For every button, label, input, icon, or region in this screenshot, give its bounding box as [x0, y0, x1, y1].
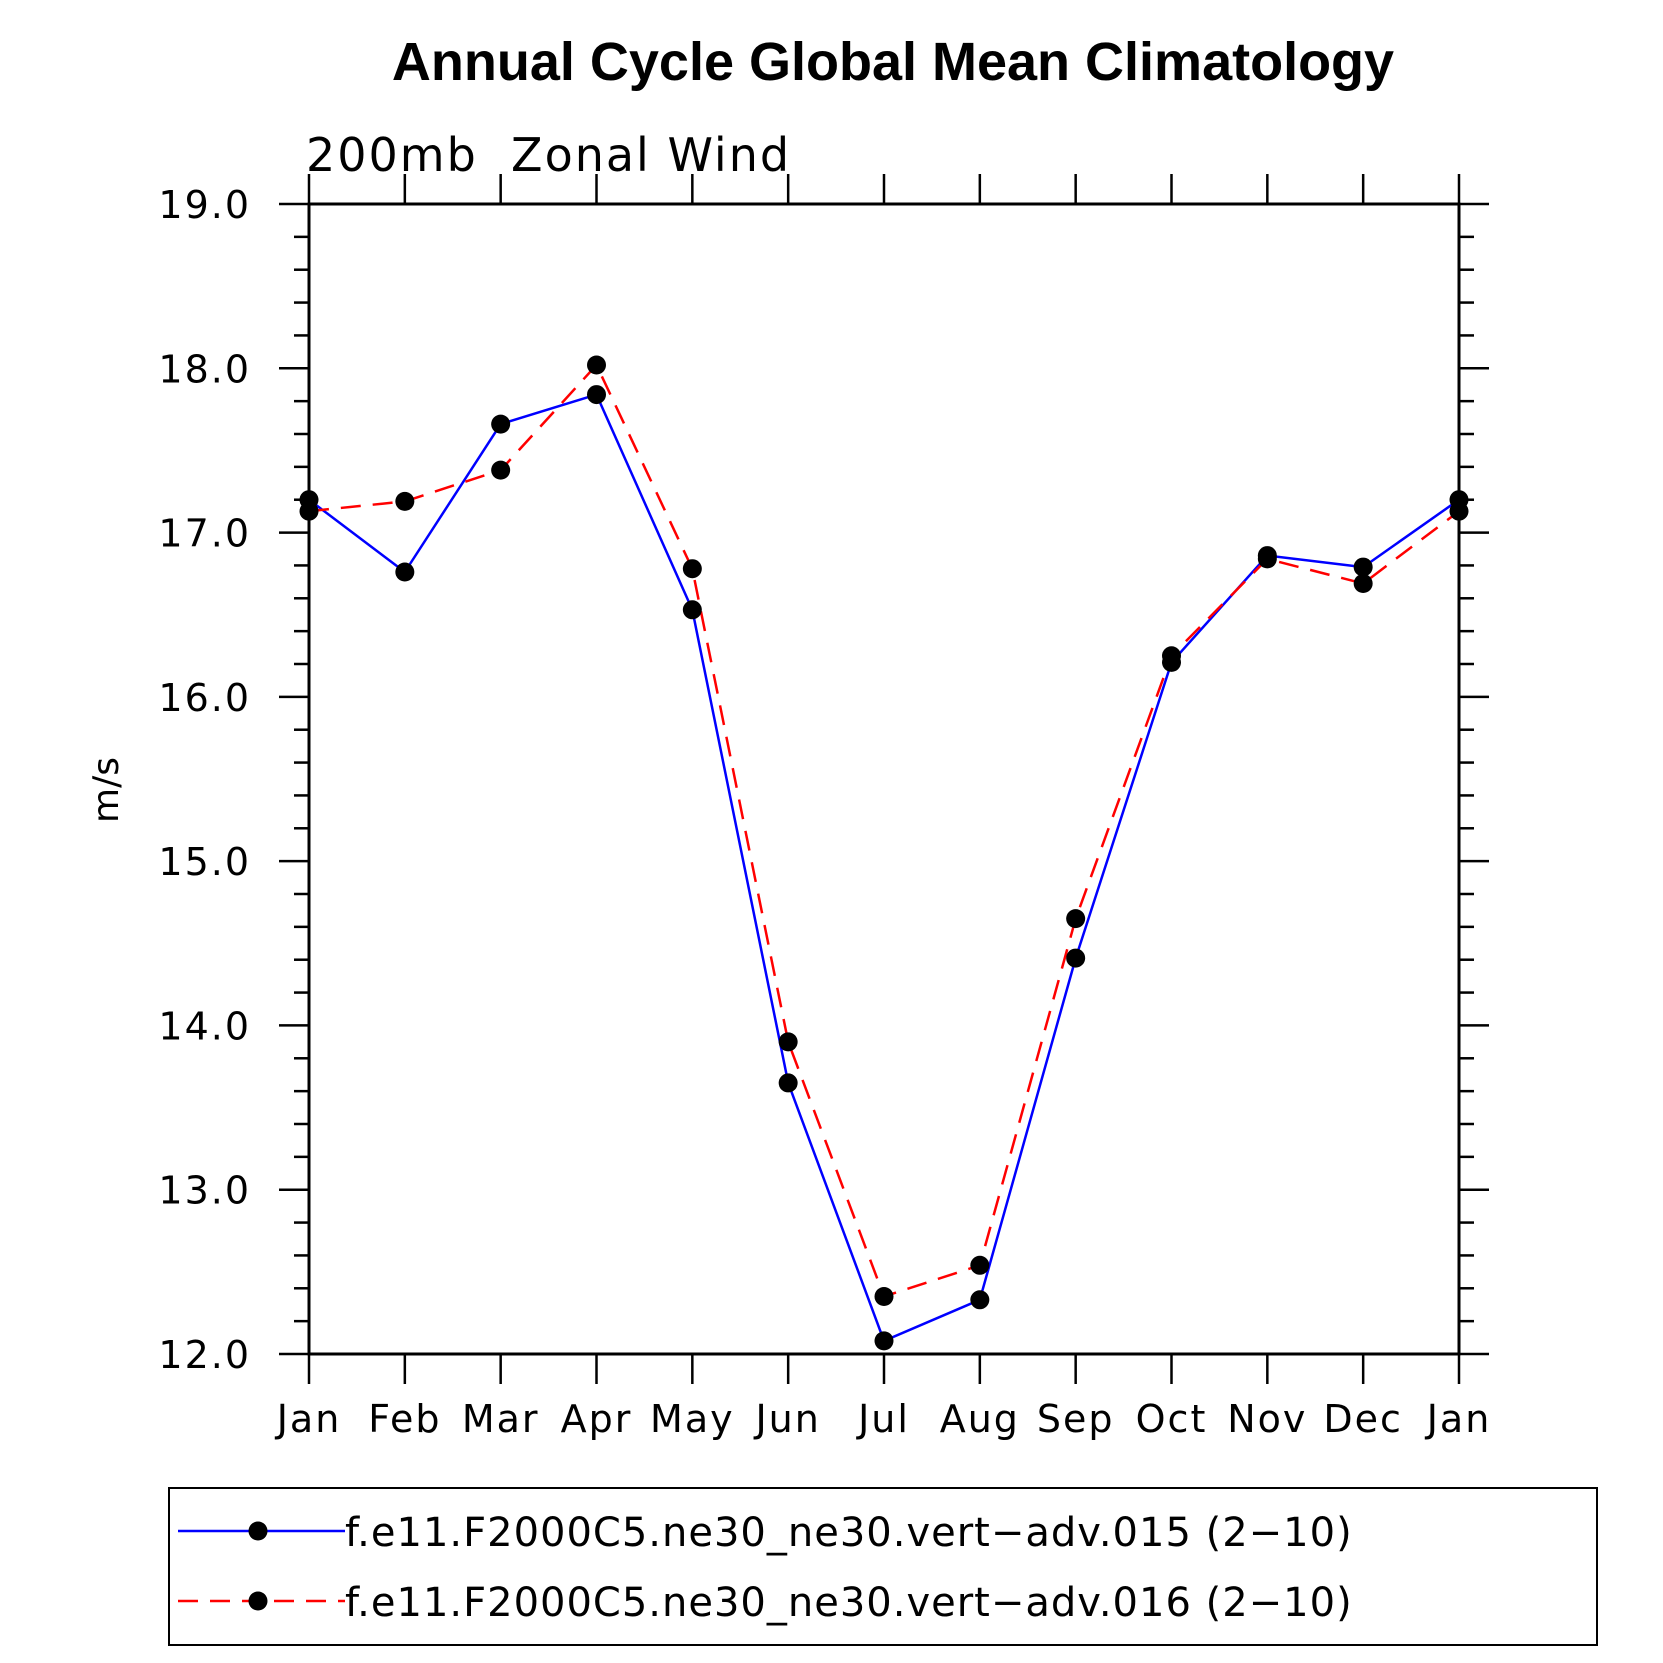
x-tick-label: Dec: [1323, 1397, 1403, 1441]
series-1-point: [874, 1287, 894, 1306]
y-tick-label: 16.0: [158, 676, 251, 720]
y-tick-label: 15.0: [158, 840, 251, 884]
series-0-point: [970, 1290, 990, 1310]
series-line-0: [308, 393, 1460, 1343]
series-1-point: [395, 491, 415, 511]
legend-marker-0: [248, 1521, 268, 1541]
series-1-point: [1449, 501, 1469, 521]
x-tick-label: Mar: [462, 1397, 540, 1441]
y-tick-label: 14.0: [158, 1004, 251, 1048]
y-axis-tick-labels: 12.0 13.0 14.0 15.0 16.0 17.0 18.0 19.0: [158, 183, 251, 1377]
series-0-point: [587, 385, 606, 405]
chart-subtitle: 200mb Zonal Wind: [306, 128, 791, 182]
y-tick-label: 19.0: [158, 183, 251, 227]
x-axis-tick-labels: Jan Feb Mar Apr May Jun Jul Aug Sep Oct Nov Dec Jan: [275, 1397, 1492, 1441]
x-tick-label: Nov: [1227, 1397, 1307, 1441]
x-tick-label: Jan: [275, 1397, 342, 1441]
series-1-point: [1162, 646, 1181, 666]
legend-label-0: f.e11.F2000C5.ne30_ne30.vert−adv.015 (2−…: [345, 1510, 1353, 1556]
series-1-point: [1257, 549, 1277, 569]
x-tick-label: Apr: [561, 1397, 633, 1441]
x-tick-label: Jul: [856, 1397, 910, 1441]
series-0-point: [874, 1331, 894, 1351]
series-0-point: [778, 1073, 798, 1093]
plot-frame: [307, 202, 1461, 1356]
legend-label-1: f.e11.F2000C5.ne30_ne30.vert−adv.016 (2−…: [345, 1580, 1353, 1626]
series-1-point: [491, 460, 511, 480]
series-0-point: [1066, 948, 1086, 968]
series-1-point: [778, 1032, 798, 1052]
series-layer: [299, 355, 1469, 1351]
legend-marker-1: [248, 1591, 268, 1611]
series-0-point: [491, 414, 511, 434]
x-tick-label: Aug: [940, 1397, 1020, 1441]
series-0-point: [682, 600, 702, 620]
series-1-point: [682, 559, 702, 579]
series-1-point: [970, 1255, 990, 1275]
x-tick-label: Jan: [1425, 1397, 1492, 1441]
x-tick-label: Oct: [1136, 1397, 1208, 1441]
y-tick-label: 12.0: [158, 1333, 251, 1377]
series-1-point: [299, 501, 319, 521]
series-1-point: [587, 355, 606, 375]
y-tick-label: 13.0: [158, 1169, 251, 1213]
series-0-point: [1353, 557, 1373, 577]
legend-box: [168, 1487, 1598, 1646]
axis-ticks: [279, 174, 1489, 1384]
series-1-point: [1066, 909, 1086, 929]
x-tick-label: Sep: [1037, 1397, 1115, 1441]
x-tick-label: Feb: [368, 1397, 441, 1441]
y-tick-label: 18.0: [158, 347, 251, 391]
series-0-point: [395, 562, 415, 582]
series-line-1: [308, 363, 1460, 1298]
series-1-point: [1353, 574, 1373, 593]
legend: f.e11.F2000C5.ne30_ne30.vert−adv.015 (2−…: [168, 1487, 1598, 1646]
x-tick-label: Jun: [753, 1397, 820, 1441]
y-tick-label: 17.0: [158, 512, 251, 556]
y-axis-title: m/s: [86, 757, 127, 823]
x-tick-label: May: [650, 1397, 735, 1441]
chart-title: Annual Cycle Global Mean Climatology: [392, 32, 1394, 92]
